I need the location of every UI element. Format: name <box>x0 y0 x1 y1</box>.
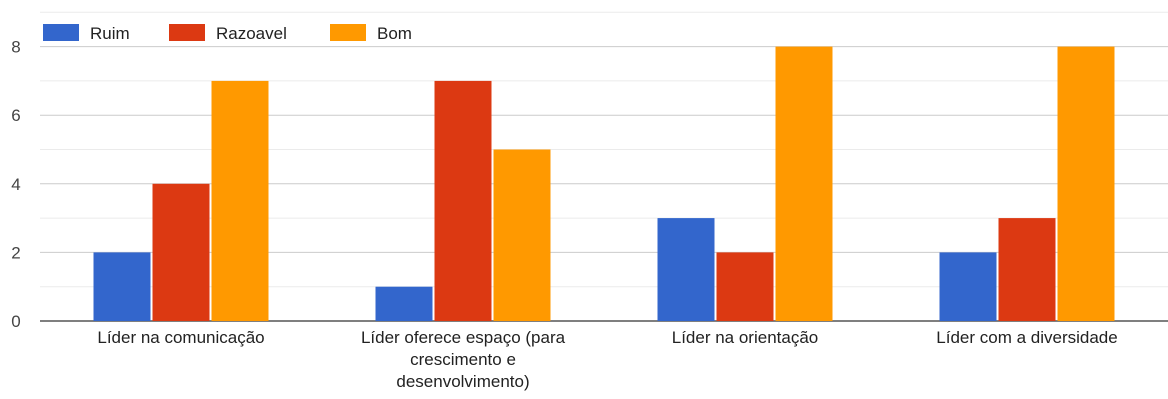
bar-ruim <box>93 252 151 321</box>
legend-label: Bom <box>377 24 412 43</box>
bar-bom <box>1057 46 1115 321</box>
legend-item-bom: Bom <box>330 24 412 43</box>
bar-razoavel <box>152 183 210 321</box>
bar-bom <box>211 80 269 322</box>
x-category-label-line: Líder com a diversidade <box>936 328 1117 347</box>
bar-bom <box>493 149 551 321</box>
y-tick-label: 2 <box>11 243 20 262</box>
y-tick-label: 6 <box>11 106 20 125</box>
bar-razoavel <box>434 80 492 322</box>
bar-bom <box>775 46 833 321</box>
legend-swatch <box>330 24 366 41</box>
x-category-label-line: Líder na orientação <box>672 328 819 347</box>
y-tick-label: 8 <box>11 38 20 57</box>
y-tick-label: 4 <box>11 175 20 194</box>
x-category-label-line: crescimento e <box>410 350 516 369</box>
legend-swatch <box>43 24 79 41</box>
bars <box>93 46 1115 322</box>
legend: Ruim Razoavel Bom <box>43 24 412 43</box>
bar-razoavel <box>998 218 1056 321</box>
x-category-label-line: Líder oferece espaço (para <box>361 328 566 347</box>
x-category-label: Líder com a diversidade <box>936 328 1117 347</box>
x-category-label: Líder na comunicação <box>97 328 264 347</box>
legend-item-razoavel: Razoavel <box>169 24 287 43</box>
x-category-label-line: Líder na comunicação <box>97 328 264 347</box>
x-category-label: Líder na orientação <box>672 328 819 347</box>
bar-ruim <box>939 252 997 321</box>
legend-label: Razoavel <box>216 24 287 43</box>
bar-ruim <box>375 286 433 321</box>
y-axis-tick-labels: 0 2 4 6 8 <box>11 38 20 331</box>
y-tick-label: 0 <box>11 312 20 331</box>
legend-swatch <box>169 24 205 41</box>
legend-label: Ruim <box>90 24 130 43</box>
legend-item-ruim: Ruim <box>43 24 130 43</box>
bar-razoavel <box>716 252 774 321</box>
x-axis-category-labels: Líder na comunicação Líder oferece espaço… <box>97 328 1117 391</box>
bar-ruim <box>657 218 715 321</box>
x-category-label: Líder oferece espaço (para crescimento e d… <box>361 328 566 391</box>
x-category-label-line: desenvolvimento) <box>396 372 529 391</box>
